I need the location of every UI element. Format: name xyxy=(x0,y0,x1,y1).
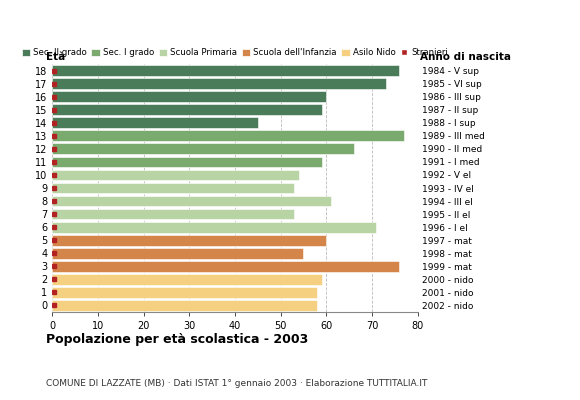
Bar xyxy=(52,65,399,76)
Bar xyxy=(52,104,322,115)
Bar xyxy=(52,300,317,311)
Text: Età: Età xyxy=(46,52,66,62)
Bar xyxy=(52,144,354,154)
Bar xyxy=(52,183,294,193)
Legend: Sec. II grado, Sec. I grado, Scuola Primaria, Scuola dell'Infanzia, Asilo Nido, : Sec. II grado, Sec. I grado, Scuola Prim… xyxy=(22,48,448,57)
Bar xyxy=(52,248,303,259)
Bar xyxy=(52,196,331,206)
Bar xyxy=(52,91,326,102)
Bar xyxy=(52,235,326,246)
Text: Anno di nascita: Anno di nascita xyxy=(420,52,512,62)
Text: COMUNE DI LAZZATE (MB) · Dati ISTAT 1° gennaio 2003 · Elaborazione TUTTITALIA.IT: COMUNE DI LAZZATE (MB) · Dati ISTAT 1° g… xyxy=(46,379,428,388)
Bar xyxy=(52,222,376,232)
Bar xyxy=(52,209,294,220)
Bar xyxy=(52,130,404,141)
Bar xyxy=(52,261,399,272)
Bar xyxy=(52,156,322,167)
Bar xyxy=(52,287,317,298)
Bar xyxy=(52,274,322,285)
Bar xyxy=(52,78,386,89)
Text: Popolazione per età scolastica - 2003: Popolazione per età scolastica - 2003 xyxy=(46,333,309,346)
Bar xyxy=(52,170,299,180)
Bar xyxy=(52,117,258,128)
